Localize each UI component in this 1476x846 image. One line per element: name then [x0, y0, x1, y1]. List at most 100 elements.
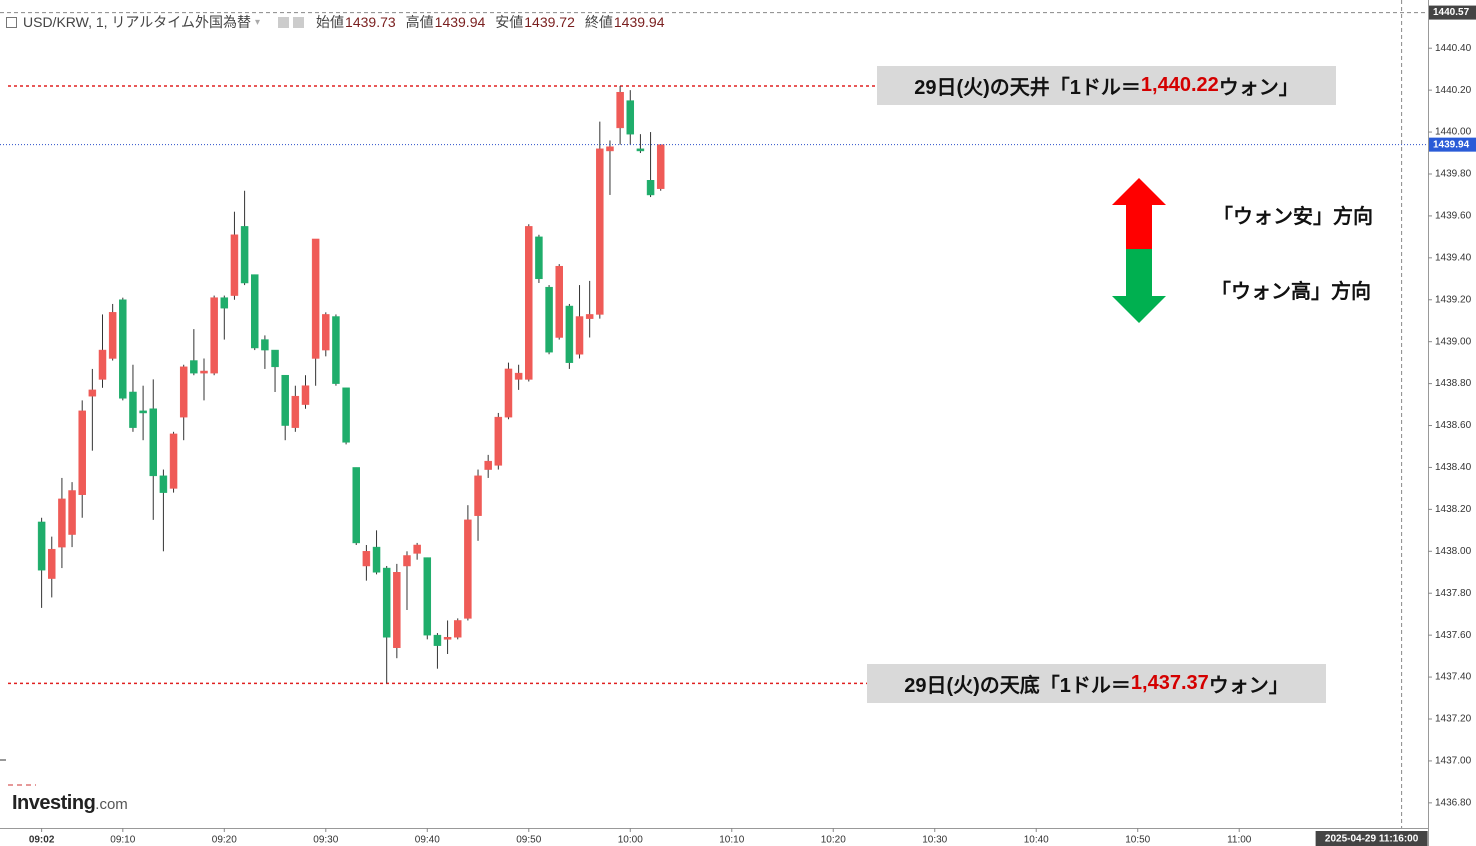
candle-body [413, 544, 421, 554]
annotation-text: 29日(火)の天井「1ドル＝ [914, 77, 1141, 100]
annotation-value: 1,440.22 [1140, 74, 1219, 97]
candle-body [362, 551, 371, 567]
candle-body [504, 368, 513, 418]
x-tick-label: 10:00 [618, 835, 643, 846]
symbol-title: USD/KRW, 1, リアルタイム外国為替 [23, 14, 252, 30]
candle-body [646, 180, 655, 196]
x-tick-label: 10:10 [719, 835, 744, 846]
ohlc-key: 高値 [405, 14, 434, 30]
candle-body [596, 148, 604, 315]
x-tick-label: 09:20 [212, 835, 237, 846]
candle-body [98, 349, 107, 380]
y-tick-label: 1436.80 [1435, 797, 1472, 808]
y-tick-label: 1439.80 [1435, 169, 1472, 180]
candle-body [494, 416, 503, 466]
candle-body [484, 460, 492, 470]
y-tick-label: 1438.80 [1435, 378, 1472, 389]
candle-body [535, 236, 543, 280]
x-tick-label: 10:30 [922, 835, 947, 846]
y-tick-label: 1439.40 [1435, 252, 1472, 263]
candle-body [616, 91, 624, 129]
candle-body [372, 546, 381, 573]
ohlc-key: 終値 [584, 14, 613, 30]
logo-suffix: .com [95, 796, 128, 813]
candle-body [322, 314, 330, 351]
x-tick-label: 09:50 [516, 835, 541, 846]
candle-body [169, 433, 178, 489]
direction-label: 「ウォン安」方向 [1213, 206, 1373, 228]
x-tick-label: 09:10 [110, 835, 135, 846]
settings-icon[interactable] [278, 16, 290, 28]
candle-body [626, 100, 635, 135]
annotation-box: 29日(火)の天井「1ドル＝ 1,440.22 ウォン」 [877, 66, 1336, 106]
down-arrow [1112, 249, 1166, 323]
ohlc-value: 1439.73 [345, 14, 396, 30]
candle-body [555, 265, 563, 338]
y-tick-label: 1440.40 [1435, 43, 1472, 54]
crosshair-y-label: 1440.57 [1433, 7, 1470, 18]
candle-body [119, 299, 127, 399]
y-tick-label: 1438.00 [1435, 546, 1472, 557]
ohlc-key: 安値 [495, 14, 524, 30]
candle-body [291, 395, 300, 428]
candle-body [220, 297, 229, 309]
candle-body [656, 144, 665, 189]
candle-body [474, 475, 482, 516]
candle-body [261, 339, 269, 351]
up-arrow [1112, 178, 1166, 249]
candle-body [58, 498, 66, 548]
annotation-value: 1,437.37 [1130, 671, 1209, 694]
candle-body [403, 555, 411, 567]
candle-body [352, 467, 360, 544]
candle-body [108, 312, 117, 359]
annotation-text: ウォン」 [1218, 77, 1299, 100]
annotation-box: 29日(火)の天底「1ドル＝ 1,437.37 ウォン」 [867, 663, 1326, 703]
candle-body [382, 567, 391, 638]
candle-body [159, 475, 168, 493]
logo: Investing.com [12, 792, 128, 815]
candle-body [636, 148, 645, 152]
candle-body [230, 234, 239, 296]
candle-body [585, 314, 594, 319]
y-tick-label: 1437.00 [1435, 756, 1472, 767]
x-tick-label: 10:50 [1125, 835, 1150, 846]
candle-body [575, 316, 584, 355]
annotation-text: ウォン」 [1208, 674, 1289, 697]
candle-body [525, 226, 533, 380]
ohlc-key: 始値 [316, 14, 345, 30]
x-tick-label: 10:40 [1024, 835, 1049, 846]
candle-body [423, 557, 432, 636]
y-tick-label: 1437.20 [1435, 714, 1472, 725]
legend-header: USD/KRW, 1, リアルタイム外国為替 ▾ 始値 1439.73 高値 143… [6, 12, 674, 32]
close-icon[interactable] [293, 16, 305, 28]
collapse-icon[interactable] [6, 16, 17, 28]
candle-body [200, 370, 208, 374]
candle-body [210, 297, 218, 374]
candle-body [139, 410, 147, 414]
candle-body [281, 374, 289, 426]
x-tick-label: 09:02 [29, 835, 55, 846]
candle-body [179, 366, 188, 418]
candle-body [68, 490, 76, 535]
candle-body [342, 387, 350, 443]
candle-body [311, 238, 320, 359]
candle-body [48, 548, 56, 579]
annotation-text: 29日(火)の天底「1ドル＝ [904, 674, 1131, 697]
last-price-label: 1439.94 [1433, 139, 1470, 150]
dropdown-icon[interactable]: ▾ [255, 16, 261, 28]
ohlc-value: 1439.94 [434, 14, 486, 30]
x-tick-label: 09:40 [415, 835, 440, 846]
y-tick-label: 1438.60 [1435, 420, 1472, 431]
y-tick-label: 1438.40 [1435, 462, 1472, 473]
candle-body [332, 316, 340, 384]
candle-body [606, 146, 614, 152]
candle-body [250, 274, 259, 349]
candle-body [88, 389, 97, 397]
x-tick-label: 10:20 [821, 835, 846, 846]
candle-body [545, 286, 553, 353]
candle-body [453, 620, 462, 638]
candle-body [149, 408, 158, 477]
y-tick-label: 1437.40 [1435, 672, 1472, 683]
